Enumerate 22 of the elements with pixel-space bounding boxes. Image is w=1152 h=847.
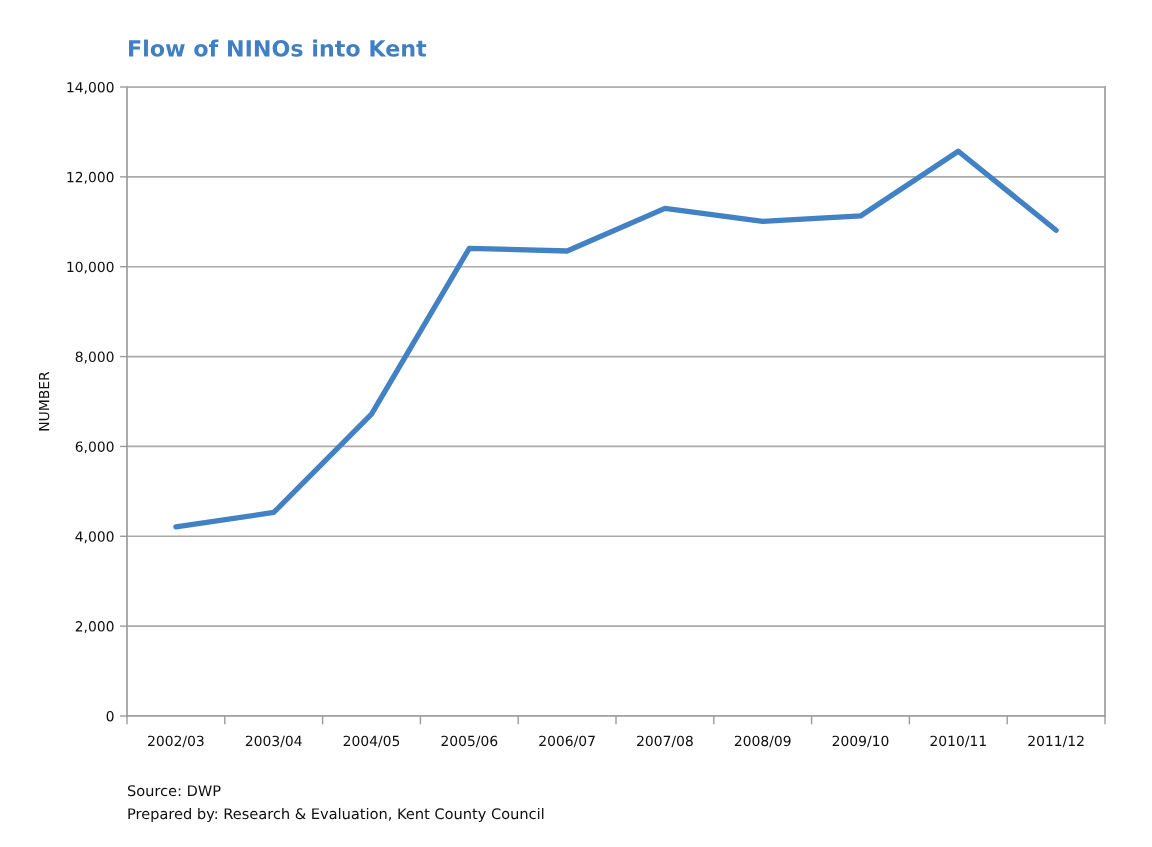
source-note: Source: DWP — [127, 785, 221, 797]
x-tick-label: 2008/09 — [734, 735, 791, 748]
y-tick-label: 6,000 — [75, 441, 114, 454]
text: Prepared by: Research & Evaluation, Kent County Council — [128, 807, 544, 823]
y-tick-label: 2,000 — [75, 621, 114, 634]
x-tick-label: 2010/11 — [930, 735, 986, 748]
x-tick-label: 2007/08 — [637, 735, 693, 748]
chart-title: Flow of NINOs into Kent — [129, 39, 427, 57]
y-tick-label: 0 — [106, 710, 114, 722]
y-tick-label: 12,000 — [67, 171, 114, 184]
x-tick-label: 2009/10 — [832, 735, 889, 748]
x-tick-label: 2005/06 — [441, 735, 498, 748]
x-tick-label: 2002/03 — [148, 735, 204, 748]
x-tick-label: 2011/12 — [1028, 735, 1084, 748]
x-tick-label: 2003/04 — [245, 735, 302, 748]
x-tick-label: 2006/07 — [539, 735, 595, 748]
y-tick-label: 8,000 — [75, 351, 114, 364]
y-axis-title: NUMBER — [39, 371, 50, 431]
y-tick-label: 14,000 — [67, 81, 114, 94]
y-tick-label: 10,000 — [67, 261, 114, 274]
y-tick-label: 4,000 — [75, 531, 114, 544]
x-tick-label: 2004/05 — [343, 735, 400, 748]
